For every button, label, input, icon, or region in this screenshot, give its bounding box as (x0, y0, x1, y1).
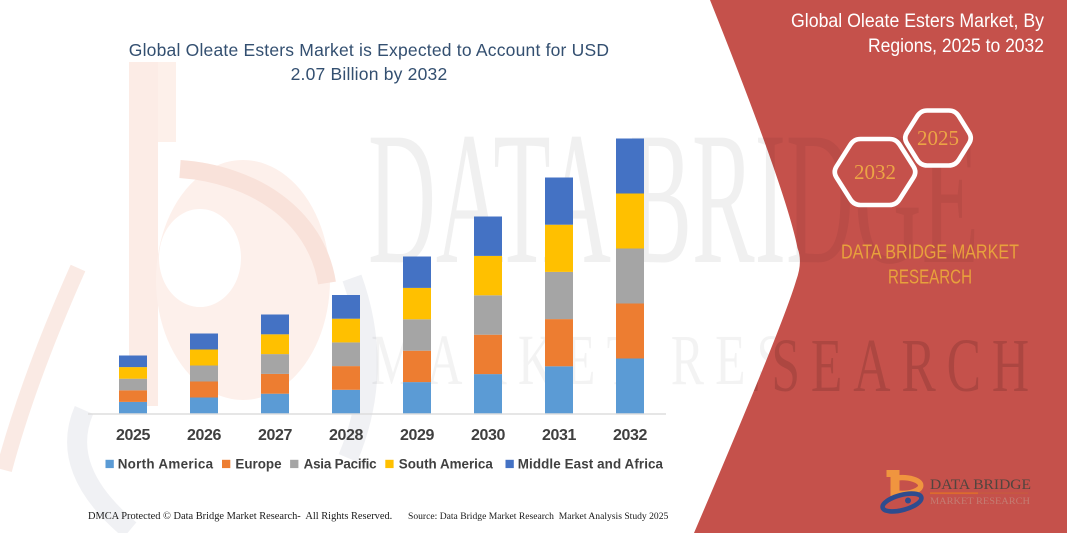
svg-text:DATA BRIDGE MARKET: DATA BRIDGE MARKET (841, 242, 1019, 264)
svg-text:2028: 2028 (329, 427, 363, 444)
svg-text:2027: 2027 (258, 427, 292, 444)
svg-text:DATA BRIDGE: DATA BRIDGE (930, 477, 1031, 493)
svg-text:RESEARCH: RESEARCH (888, 266, 972, 288)
svg-text:North America: North America (118, 457, 214, 472)
svg-text:Middle East and Africa: Middle East and Africa (518, 457, 664, 472)
svg-text:Europe: Europe (235, 457, 281, 472)
svg-text:Asia Pacific: Asia Pacific (304, 457, 378, 472)
svg-text:Regions, 2025 to 2032: Regions, 2025 to 2032 (868, 36, 1044, 57)
svg-text:South America: South America (399, 457, 494, 472)
svg-text:MARKET RESEARCH: MARKET RESEARCH (930, 496, 1031, 506)
svg-text:2030: 2030 (471, 427, 505, 444)
svg-text:2025: 2025 (917, 126, 959, 150)
svg-text:2025: 2025 (116, 427, 150, 444)
svg-text:2029: 2029 (400, 427, 434, 444)
svg-text:2032: 2032 (613, 427, 647, 444)
svg-text:Global Oleate Esters Market, B: Global Oleate Esters Market, By (791, 11, 1044, 32)
svg-text:2032: 2032 (854, 160, 896, 184)
svg-text:2031: 2031 (542, 427, 576, 444)
svg-text:2026: 2026 (187, 427, 221, 444)
